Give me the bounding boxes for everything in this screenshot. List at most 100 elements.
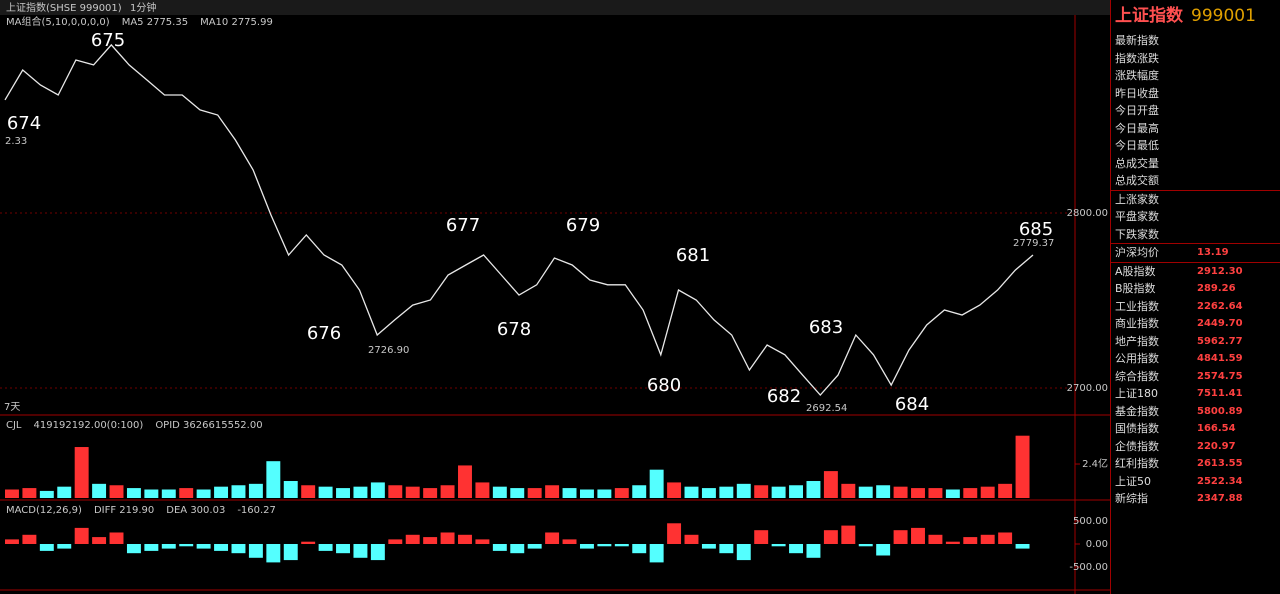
index-row: 红利指数 2613.55 (1111, 455, 1280, 473)
y-tick-label: 2700.00 (1067, 383, 1108, 394)
wave-label: 674 (7, 113, 41, 134)
interval[interactable]: 1分钟 (130, 1, 156, 14)
wave-label: 680 (647, 375, 681, 396)
index-row: B股指数 289.26 (1111, 280, 1280, 298)
volume-bar (980, 486, 995, 498)
index-row: 综合指数 2574.75 (1111, 368, 1280, 386)
tab-title[interactable]: 上证指数(SHSE 999001) (6, 1, 122, 14)
index-row: 上证50 2522.34 (1111, 473, 1280, 491)
panel-title: 上证指数 999001 (1111, 0, 1280, 32)
wave-label: 677 (446, 215, 480, 236)
index-value: 5962.77 (1197, 335, 1243, 347)
volume-bar (928, 488, 943, 498)
index-value: 2912.30 (1197, 265, 1243, 277)
macd-bar (701, 543, 716, 549)
index-row: 企债指数 220.97 (1111, 438, 1280, 456)
index-value: 2347.88 (1197, 493, 1243, 504)
indicator: 419192192.00(0:100) (34, 420, 144, 431)
stat-label: 今日开盘 (1115, 104, 1159, 117)
chart: 上证指数(SHSE 999001) 1分钟 2800.00 2700.00 MA组合… (0, 0, 1110, 594)
index-label: 工业指数 (1115, 299, 1159, 313)
macd-bar (980, 534, 995, 544)
macd-bar (771, 543, 786, 547)
price-label: 2.33 (5, 136, 27, 147)
index-row: 公用指数 4841.59 (1111, 350, 1280, 368)
index-row: 工业指数 2262.64 (1111, 298, 1280, 316)
macd-bar (39, 543, 54, 551)
index-label: 上证50 (1115, 474, 1151, 488)
index-value: 166.54 (1197, 423, 1236, 434)
volume-bar (92, 483, 107, 498)
volume-bar (109, 485, 124, 498)
volume-bar (510, 488, 525, 498)
stat-label: 最新指数 (1115, 34, 1159, 47)
volume-bar (39, 490, 54, 498)
index-row: 商业指数 2449.70 (1111, 315, 1280, 333)
wave-label: 685 (1019, 219, 1053, 240)
index-label: 企债指数 (1115, 439, 1159, 453)
indicator: -160.27 (237, 505, 276, 516)
macd-bar (684, 534, 699, 544)
stat-row: 总成交量 (1111, 155, 1280, 173)
index-value: 2574.75 (1197, 370, 1243, 382)
volume-bar (336, 488, 350, 498)
volume-bar (754, 485, 769, 498)
stat-row: 今日最低 (1111, 137, 1280, 155)
macd-bar (911, 527, 925, 544)
macd-bar (562, 539, 577, 544)
wave-label: 682 (767, 386, 801, 407)
index-row: 地产指数 5962.77 (1111, 333, 1280, 351)
stat-row: 涨跌幅度 (1111, 67, 1280, 85)
count-label: 上涨家数 (1115, 192, 1159, 206)
volume-bar (893, 486, 908, 498)
macd-bar (806, 543, 821, 558)
price-label: 2726.90 (368, 345, 409, 356)
volume-bar (945, 489, 960, 498)
code: 999001 (1191, 6, 1256, 26)
macd-bar (510, 543, 525, 554)
macd-bar (632, 543, 647, 554)
volume-bar (736, 483, 751, 498)
volume-bar (911, 488, 925, 498)
volume-bar (492, 486, 507, 498)
avg-value: 13.19 (1197, 247, 1229, 258)
wave-label: 684 (895, 394, 929, 415)
stat-row: 今日最高 (1111, 120, 1280, 138)
volume-bar (126, 488, 141, 498)
macd-bar (823, 530, 838, 544)
volume-bar (283, 481, 298, 498)
volume-bar (614, 488, 629, 498)
macd-bar (370, 543, 385, 561)
volume-bar (231, 485, 246, 498)
index-value: 7511.41 (1197, 388, 1243, 399)
volume-bar (5, 489, 19, 498)
index-label: A股指数 (1115, 264, 1156, 278)
index-row: 基金指数 5800.89 (1111, 403, 1280, 421)
stat-row: 最新指数 (1111, 32, 1280, 50)
macd-bar (1015, 543, 1030, 549)
wave-label: 679 (566, 215, 600, 236)
volume-bar (74, 447, 89, 498)
volume-bar (144, 489, 159, 498)
volume-bar (475, 482, 490, 498)
index-label: 地产指数 (1115, 334, 1159, 348)
volume-bar (179, 488, 194, 498)
volume-bar (301, 485, 316, 498)
index-label: 国债指数 (1115, 422, 1159, 435)
macd-bar (301, 541, 316, 544)
macd-bar (458, 534, 472, 544)
volume-bar (771, 486, 786, 498)
macd-bar (5, 539, 19, 544)
volume-bar (161, 489, 176, 498)
volume-bar (196, 489, 211, 498)
macd-bar (231, 543, 246, 554)
indicator: OPID 3626615552.00 (155, 420, 262, 431)
y-tick-label: 0.00 (1086, 539, 1108, 550)
quote-panel: 上证指数 999001 最新指数 指数涨跌 涨跌幅度 昨日收盘 今日开盘 今日最高 今日最低 总成… (1110, 0, 1280, 594)
volume-bar (858, 486, 873, 498)
wave-label: 676 (307, 323, 341, 344)
macd-bar (405, 534, 420, 544)
macd-bar (876, 543, 891, 556)
volume-bar (841, 483, 856, 498)
